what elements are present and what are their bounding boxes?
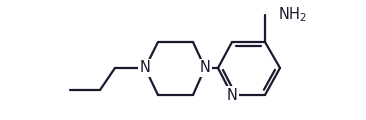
Text: N: N bbox=[199, 60, 210, 75]
Text: NH$_2$: NH$_2$ bbox=[278, 6, 307, 24]
Text: N: N bbox=[139, 60, 150, 75]
Text: N: N bbox=[227, 87, 238, 102]
